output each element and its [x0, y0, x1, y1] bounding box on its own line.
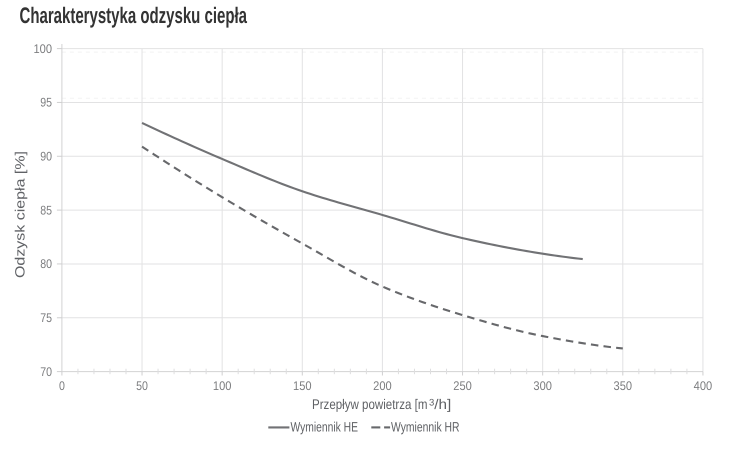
svg-text:350: 350 [614, 379, 633, 393]
svg-text:Wymiennik HR: Wymiennik HR [391, 420, 460, 435]
svg-text:Wymiennik HE: Wymiennik HE [291, 420, 359, 435]
svg-text:Odzysk ciepła [%]: Odzysk ciepła [%] [13, 151, 28, 278]
svg-text:100: 100 [34, 42, 53, 56]
svg-text:Charakterystyka odzysku ciepła: Charakterystyka odzysku ciepła [20, 3, 248, 28]
svg-text:75: 75 [40, 311, 52, 325]
svg-text:95: 95 [40, 96, 52, 110]
svg-text:0: 0 [59, 379, 65, 393]
svg-text:300: 300 [533, 379, 552, 393]
svg-text:Przepływ powietrza [m3/h]: Przepływ powietrza [m 3/h] [312, 396, 451, 412]
svg-text:150: 150 [293, 379, 312, 393]
svg-text:80: 80 [40, 257, 52, 271]
svg-text:85: 85 [40, 203, 52, 217]
svg-text:70: 70 [40, 365, 52, 379]
svg-text:250: 250 [453, 379, 472, 393]
svg-text:100: 100 [213, 379, 232, 393]
svg-text:200: 200 [373, 379, 392, 393]
svg-text:90: 90 [40, 150, 52, 164]
svg-text:50: 50 [136, 379, 148, 393]
svg-text:400: 400 [694, 379, 713, 393]
